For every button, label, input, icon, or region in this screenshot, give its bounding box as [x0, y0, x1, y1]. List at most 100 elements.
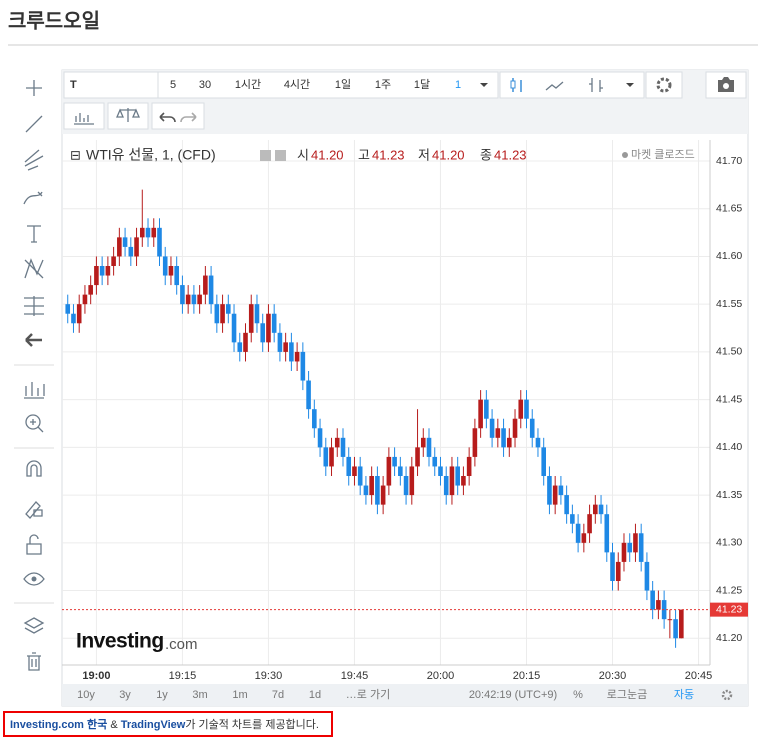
- candle-body: [524, 399, 529, 419]
- interval-button[interactable]: 30: [199, 79, 211, 91]
- interval-button[interactable]: 1달: [414, 78, 430, 91]
- candle-body: [650, 590, 655, 610]
- candle-body: [340, 437, 346, 457]
- candle-body: [88, 285, 93, 295]
- market-status: 마켓 클로즈드: [631, 148, 695, 161]
- candle-body: [604, 514, 610, 553]
- fib-tool[interactable]: [24, 149, 44, 171]
- candle-body: [65, 304, 71, 314]
- candle-body: [226, 304, 231, 314]
- legend-icon[interactable]: [260, 150, 271, 161]
- goto-button[interactable]: …로 가기: [346, 688, 390, 701]
- percent-button[interactable]: %: [573, 689, 583, 701]
- candle-body: [191, 294, 197, 305]
- x-tick-label: 20:45: [685, 670, 713, 682]
- close-value: 41.23: [494, 147, 527, 162]
- x-tick-label: 19:00: [82, 670, 110, 682]
- undo-icon[interactable]: [159, 112, 176, 123]
- interval-button[interactable]: 1주: [375, 79, 391, 91]
- y-tick-label: 41.50: [716, 346, 742, 358]
- candle-body: [294, 351, 300, 362]
- candle-body: [168, 266, 174, 276]
- y-tick-label: 41.70: [716, 155, 742, 167]
- candle-body: [489, 418, 495, 438]
- line-tool[interactable]: [25, 115, 43, 133]
- x-tick-label: 20:15: [513, 670, 541, 682]
- y-tick-label: 41.30: [716, 537, 742, 549]
- candle-body: [581, 533, 587, 543]
- range-button[interactable]: 1y: [156, 689, 168, 701]
- bottom-bar-bg: [62, 684, 748, 706]
- settings-button[interactable]: [645, 71, 683, 99]
- symbol-box[interactable]: [63, 71, 159, 99]
- candle-body: [174, 266, 179, 286]
- candle-body: [208, 275, 214, 305]
- legend-icon[interactable]: [275, 150, 286, 161]
- unlock-tool[interactable]: [26, 534, 42, 555]
- collapse-icon[interactable]: ⊟: [70, 147, 81, 162]
- candle-body: [357, 466, 363, 486]
- trash-tool[interactable]: [27, 652, 41, 671]
- indicators-button[interactable]: [63, 102, 105, 130]
- status-dot: [622, 152, 628, 158]
- range-button[interactable]: 3m: [192, 689, 207, 701]
- range-button[interactable]: 1d: [309, 689, 321, 701]
- interval-button[interactable]: 5: [170, 79, 176, 91]
- magnet-tool[interactable]: [26, 460, 42, 477]
- candle-body: [312, 409, 317, 429]
- candle-body: [598, 504, 604, 515]
- candle-body: [82, 294, 88, 305]
- text-tool[interactable]: [27, 225, 41, 243]
- settings-icon[interactable]: [721, 689, 733, 701]
- chart-style-group[interactable]: [499, 71, 645, 99]
- interval-button[interactable]: 1시간: [235, 78, 261, 91]
- redo-icon[interactable]: [180, 112, 197, 123]
- x-tick-label: 20:00: [427, 670, 455, 682]
- candle-body: [369, 476, 374, 496]
- interval-button[interactable]: 1일: [335, 77, 351, 91]
- undo-redo-group[interactable]: [151, 102, 205, 130]
- symbol-input[interactable]: T: [70, 79, 77, 91]
- candle-body: [535, 437, 541, 448]
- back-arrow[interactable]: [25, 333, 42, 347]
- candle-body: [300, 351, 306, 381]
- brush-tool[interactable]: [23, 191, 43, 205]
- close-label: 종: [480, 147, 492, 162]
- candle-body: [197, 294, 202, 305]
- log-button[interactable]: 로그눈금: [607, 688, 647, 701]
- footer-site[interactable]: Investing.com 한국: [10, 717, 107, 731]
- layers-tool[interactable]: [23, 617, 45, 634]
- range-button[interactable]: 10y: [77, 689, 95, 701]
- gear-icon: [656, 77, 672, 93]
- x-tick-label: 19:45: [341, 670, 369, 682]
- candle-body: [243, 332, 248, 352]
- candle-body: [409, 466, 415, 496]
- candle-body: [237, 342, 243, 352]
- candle-body: [478, 399, 483, 429]
- measure-tool[interactable]: [24, 296, 44, 316]
- symbol-label: WTI유 선물, 1, (CFD): [86, 147, 216, 163]
- open-value: 41.20: [311, 147, 344, 162]
- candle-body: [283, 342, 288, 352]
- interval-button[interactable]: 4시간: [284, 78, 310, 91]
- range-button[interactable]: 7d: [272, 689, 284, 701]
- candle-body: [615, 561, 621, 581]
- interval-button[interactable]: 1: [455, 79, 461, 91]
- range-button[interactable]: 1m: [232, 689, 247, 701]
- pattern-tool[interactable]: [24, 258, 44, 279]
- candle-body: [627, 542, 633, 553]
- range-button[interactable]: 3y: [119, 689, 131, 701]
- lock-draw-tool[interactable]: [25, 501, 43, 519]
- crosshair-tool[interactable]: [26, 80, 42, 96]
- footer-provider[interactable]: TradingView: [121, 719, 186, 731]
- candle-body: [220, 304, 225, 324]
- candle-body: [547, 476, 552, 505]
- eye-tool[interactable]: [23, 572, 45, 586]
- zoom-tool[interactable]: [25, 414, 41, 430]
- indicator-tool[interactable]: [24, 382, 45, 399]
- candle-body: [117, 237, 122, 257]
- low-label: 저: [418, 147, 430, 162]
- auto-button[interactable]: 자동: [674, 688, 694, 701]
